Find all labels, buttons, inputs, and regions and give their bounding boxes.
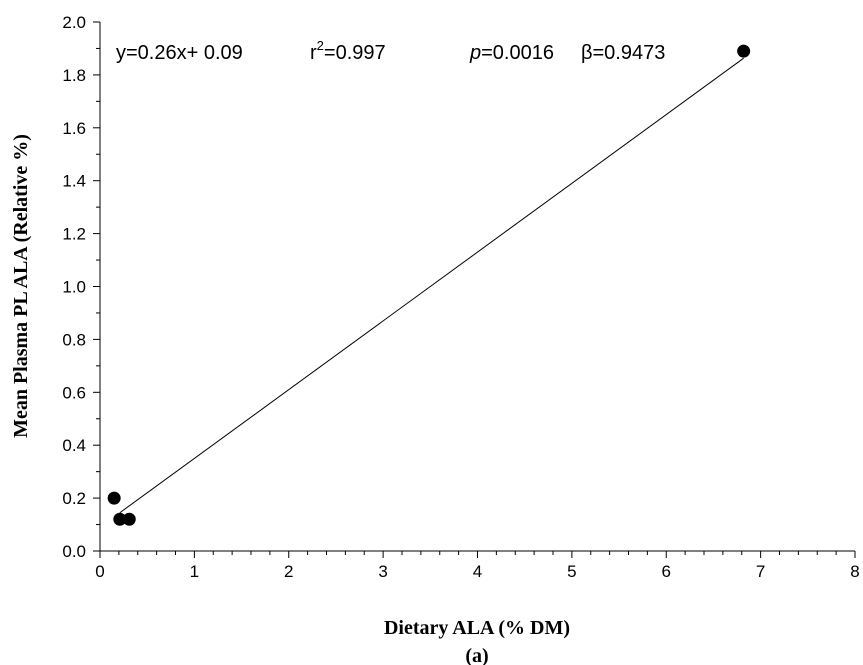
x-axis-title: Dietary ALA (% DM)	[384, 617, 570, 639]
r2-superscript: 2	[317, 38, 324, 53]
x-tick-label: 0	[95, 562, 104, 581]
data-point	[107, 491, 121, 505]
y-tick-label: 1.6	[62, 119, 86, 138]
r2-annotation: r2=0.997	[310, 38, 386, 64]
x-tick-label: 4	[473, 562, 482, 581]
panel-label: (a)	[465, 645, 488, 665]
x-tick-label: 3	[378, 562, 387, 581]
r2-prefix: r	[310, 42, 317, 64]
data-point	[122, 512, 136, 526]
y-tick-label: 0.4	[62, 436, 86, 455]
x-tick-label: 2	[284, 562, 293, 581]
beta-annotation: β=0.9473	[581, 42, 665, 64]
y-axis-title: Mean Plasma PL ALA (Relative %)	[10, 134, 32, 438]
data-point	[113, 512, 127, 526]
p-symbol: p	[469, 42, 481, 64]
p-annotation: p=0.0016	[469, 42, 554, 64]
y-tick-label: 0.6	[62, 383, 86, 402]
r2-value: =0.997	[324, 42, 386, 64]
x-tick-label: 8	[850, 562, 859, 581]
y-tick-label: 0.8	[62, 330, 86, 349]
data-point	[737, 44, 751, 58]
y-tick-label: 1.2	[62, 225, 86, 244]
marks	[107, 44, 751, 526]
x-tick-label: 5	[567, 562, 576, 581]
axes	[99, 22, 855, 552]
y-tick-label: 0.0	[62, 542, 86, 561]
x-tick-label: 6	[662, 562, 671, 581]
p-value: =0.0016	[481, 42, 554, 64]
y-tick-label: 1.4	[62, 172, 86, 191]
x-tick-label: 1	[190, 562, 199, 581]
y-tick-label: 0.2	[62, 489, 86, 508]
equation-annotation: y=0.26x+ 0.09	[116, 42, 243, 64]
ticks: 0 1 2 3 4 5 6 7 8 0.0 0.2 0.4 0.6 0.8 1.0 1.2 1.4 1.6 1.8 2…	[62, 13, 859, 581]
y-tick-label: 1.0	[62, 278, 86, 297]
regression-line	[119, 57, 744, 514]
y-tick-label: 1.8	[62, 66, 86, 85]
y-tick-label: 2.0	[62, 13, 86, 32]
x-tick-label: 7	[756, 562, 765, 581]
